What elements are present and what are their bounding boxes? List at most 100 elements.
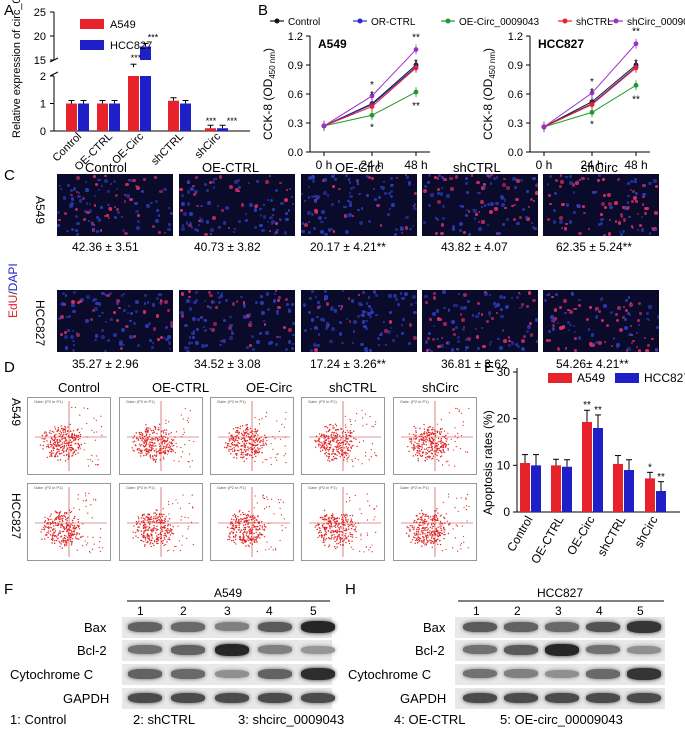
panel-f-lane-5: 5: [310, 604, 317, 618]
panel-a-bar: [217, 128, 228, 131]
blot-strip: [122, 664, 335, 685]
panel-b-xtick: 24 h: [580, 158, 603, 172]
blot-strip: [122, 688, 335, 709]
panel-b-star: **: [632, 94, 640, 105]
panel-a-ytick: 25: [34, 7, 46, 19]
edu-dapi-image: [179, 290, 295, 352]
panel-b-legend-item: OR-CTRL: [371, 17, 416, 28]
panel-b-star: *: [370, 80, 374, 91]
panel-b-point: [369, 93, 375, 99]
flow-cytometry-plot: Gate: (P2 in P1): [301, 483, 385, 561]
panel-c-row-hcc827: HCC827: [33, 300, 47, 346]
blot-band: [258, 668, 292, 679]
panel-b-ytick: 0.9: [288, 60, 303, 72]
panel-c-hcc-val-shcirc: 54.26± 4.21**: [556, 357, 629, 371]
panel-b-point: [589, 90, 595, 96]
blot-band: [215, 622, 249, 632]
blot-band: [463, 645, 497, 655]
panel-e-bar: [656, 491, 666, 512]
panel-c-hcc-val-oe-ctrl: 34.52 ± 3.08: [194, 357, 261, 371]
panel-e-ytick: 0: [503, 505, 510, 519]
panel-e-bar: [645, 478, 655, 512]
panel-b-legend-item: shCirc_0009043: [627, 17, 685, 28]
panel-b-star: **: [412, 101, 420, 112]
flow-gate-label: Gate: (P2 in P1): [400, 399, 429, 404]
edu-dapi-image: [301, 174, 417, 236]
panel-e-bar: [551, 465, 561, 512]
panel-e-star: *: [648, 462, 652, 473]
flow-gate-label: Gate: (P2 in P1): [217, 485, 246, 490]
blot-band: [215, 692, 249, 704]
panel-e-xlabel: Control: [504, 514, 535, 555]
blot-band: [627, 621, 661, 633]
edu-dapi-image: [543, 290, 659, 352]
flow-gate-label: Gate: (P2 in P1): [308, 399, 337, 404]
blot-band: [504, 644, 538, 655]
panel-h-protein-bax: Bax: [423, 620, 446, 635]
blot-band: [301, 668, 335, 680]
blot-band: [258, 692, 292, 704]
panel-h-lane-2: 2: [514, 604, 521, 618]
panel-f-title: A549: [214, 586, 242, 600]
panel-c-side-slash: /: [6, 291, 20, 295]
footer-lane-4: 4: OE-CTRL: [394, 712, 466, 727]
panel-a-ytick: 15: [34, 55, 46, 67]
flow-cytometry-plot: Gate: (P2 in P1): [393, 483, 477, 561]
panel-b-point: [413, 65, 419, 71]
panel-a-ytick: 2: [40, 71, 46, 83]
panel-c-hcc-val-oe-circ: 17.24 ± 3.26**: [310, 357, 386, 371]
panel-a-ytick: 0: [40, 126, 46, 138]
blot-strip: [455, 688, 665, 709]
panel-h-lane-1: 1: [473, 604, 480, 618]
panel-b-star: *: [634, 58, 638, 69]
blot-band: [301, 645, 335, 654]
footer-lane-1: 1: Control: [10, 712, 67, 727]
blot-band: [301, 692, 335, 704]
panel-d-col-oe-circ: OE-Circ: [246, 380, 293, 395]
panel-letter-d: D: [4, 359, 15, 376]
flow-cytometry-plot: Gate: (P2 in P1): [27, 397, 111, 475]
panel-e-ytick: 20: [497, 412, 511, 426]
panel-c-col-control: Control: [85, 160, 127, 175]
panel-d-col-shctrl: shCTRL: [329, 380, 377, 395]
panel-b-ylabel: CCK-8 (OD450 nm): [481, 48, 497, 140]
panel-e-bar: [624, 470, 634, 512]
panel-c-col-shctrl: shCTRL: [453, 160, 501, 175]
panel-d-row-hcc827: HCC827: [9, 493, 23, 539]
flow-cytometry-plot: Gate: (P2 in P1): [393, 397, 477, 475]
panel-e-star: **: [657, 472, 665, 483]
blot-band: [215, 669, 249, 678]
panel-b-xtick: 48 h: [404, 158, 427, 172]
panel-f-protein-gapdh: GAPDH: [63, 691, 110, 706]
panel-c-a549-val-shcirc: 62.35 ± 5.24**: [556, 240, 632, 254]
panel-b-xtick: 0 h: [316, 158, 333, 172]
blot-band: [545, 644, 579, 656]
panel-b-point: [541, 124, 547, 130]
panel-b-star: *: [590, 87, 594, 98]
blot-band: [128, 692, 162, 704]
flow-cytometry-plot: Gate: (P2 in P1): [301, 397, 385, 475]
panel-b-xtick: 0 h: [536, 158, 553, 172]
panel-c-col-shcirc: shCirc: [581, 160, 618, 175]
blot-band: [586, 621, 620, 632]
panel-b-point: [321, 123, 327, 129]
panel-e-ylabel: Apoptosis rates (%): [481, 410, 495, 515]
panel-letter-c: C: [4, 167, 15, 184]
panel-b-star: *: [414, 58, 418, 69]
panel-h-lane-5: 5: [637, 604, 644, 618]
footer-lane-2: 2: shCTRL: [133, 712, 196, 727]
blot-band: [463, 692, 497, 704]
blot-band: [627, 692, 661, 704]
panel-b-ylabel: CCK-8 (OD450 nm): [261, 48, 277, 140]
blot-band: [258, 621, 292, 632]
panel-b-star: **: [632, 27, 640, 38]
blot-band: [128, 645, 162, 655]
flow-cytometry-plot: Gate: (P2 in P1): [210, 397, 294, 475]
panel-f-protein-cytc: Cytochrome C: [10, 667, 94, 682]
panel-d-col-shcirc: shCirc: [422, 380, 459, 395]
panel-b-point: [633, 41, 639, 47]
panel-a-star: ***: [227, 116, 238, 126]
panel-h-lane-3: 3: [555, 604, 562, 618]
blot-band: [545, 692, 579, 704]
